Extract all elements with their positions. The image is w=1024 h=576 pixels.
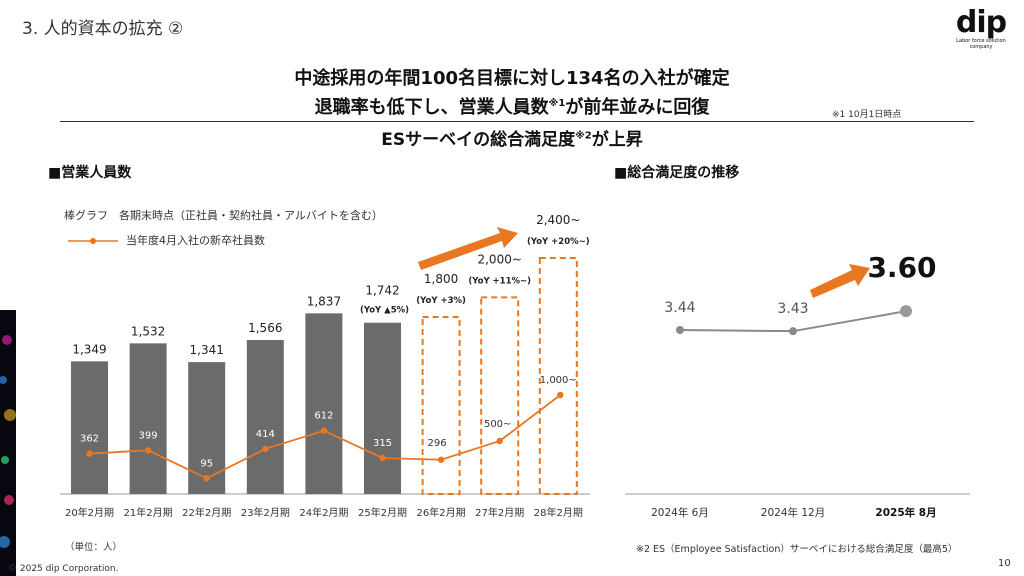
satisfaction-heading: ■総合満足度の推移 (614, 165, 740, 181)
new-grad-label: 296 (428, 438, 447, 449)
new-grad-label: 500~ (484, 419, 511, 430)
bar-value-label: 1,742 (365, 284, 399, 298)
new-grad-point (557, 391, 564, 399)
satisfaction-up-arrow (810, 264, 870, 298)
satisfaction-value-highlight: 3.60 (867, 251, 936, 284)
new-grad-point (203, 475, 210, 482)
logo-text: dip (955, 5, 1007, 40)
sub-headline: ESサーベイの総合満足度※2が上昇 (381, 130, 643, 150)
x-tick-label: 26年2月期 (417, 506, 466, 519)
footnote-1: ※1 10月1日時点 (832, 110, 902, 120)
yoy-label: (YoY +11%~) (468, 276, 531, 286)
bar-projected (538, 257, 578, 495)
bar (129, 343, 167, 494)
yoy-label: (YoY +20%~) (527, 237, 590, 247)
new-grad-label: 399 (139, 430, 158, 441)
bar-value-label: 1,837 (307, 294, 341, 308)
new-grad-label: 1,000~ (540, 375, 577, 386)
headline-line2: 退職率も低下し、営業人員数※1が前年並みに回復 (314, 97, 710, 118)
satisfaction-x-tick: 2025年 8月 (875, 506, 936, 519)
bar-value-label: 1,532 (131, 324, 165, 338)
page-number: 10 (998, 558, 1011, 569)
satisfaction-x-tick: 2024年 12月 (761, 506, 825, 519)
x-tick-label: 27年2月期 (475, 506, 524, 519)
copyright: © 2025 dip Corporation. (8, 564, 119, 574)
bar-value-label: 1,800 (424, 272, 458, 286)
new-grad-label: 362 (80, 434, 99, 445)
bar (305, 313, 343, 494)
company-logo: dip Labor force solution company (946, 5, 1016, 51)
new-grad-point (262, 445, 269, 453)
legend-bar: 棒グラフ 各期末時点（正社員・契約社員・アルバイトを含む） (64, 209, 383, 222)
x-tick-label: 22年2月期 (182, 506, 231, 519)
bar-projected (421, 316, 461, 495)
satisfaction-point (789, 327, 797, 336)
bar-value-label: 1,566 (248, 321, 282, 335)
bar (364, 322, 401, 494)
satisfaction-point (900, 305, 912, 318)
satisfaction-value-label: 3.43 (777, 301, 808, 317)
new-grad-point (437, 456, 445, 463)
headline: 中途採用の年間100名目標に対し134名の入社が確定 退職率も低下し、営業人員数… (0, 66, 1024, 120)
growth-arrow (418, 227, 518, 270)
legend-line-icon (68, 238, 118, 244)
slide-title: 3. 人的資本の拡充 ② (22, 19, 184, 39)
bar (246, 340, 284, 494)
new-grad-point (320, 427, 328, 434)
new-grad-point (86, 450, 93, 457)
bar-value-label: 2,000~ (477, 252, 521, 266)
legend-line: 当年度4月入社の新卒社員数 (68, 232, 265, 248)
satisfaction-value-label: 3.44 (664, 300, 695, 316)
decorative-photo-strip (0, 310, 16, 576)
new-grad-label: 414 (256, 429, 275, 440)
yoy-label: (YoY +3%) (416, 296, 466, 306)
divider (60, 121, 974, 122)
footnote-2: ※2 ES（Employee Satisfaction）サーベイにおける総合満足… (636, 544, 958, 555)
new-grad-point (144, 447, 152, 454)
bar (71, 361, 108, 494)
new-grad-label: 612 (314, 411, 333, 422)
x-tick-label: 24年2月期 (299, 506, 348, 519)
new-grad-label: 315 (373, 438, 392, 449)
satisfaction-point (676, 326, 684, 334)
bar-value-label: 2,400~ (536, 213, 580, 227)
x-tick-label: 25年2月期 (358, 506, 407, 519)
new-grad-label: 95 (200, 458, 213, 469)
new-grad-point (496, 437, 503, 445)
bar-value-label: 1,349 (72, 342, 106, 356)
satisfaction-x-tick: 2024年 6月 (651, 506, 709, 519)
bar-projected (480, 296, 520, 496)
new-grad-point (379, 454, 386, 462)
bar-value-label: 1,341 (190, 343, 224, 357)
sales-headcount-heading: ■営業人員数 (48, 165, 132, 181)
x-tick-label: 28年2月期 (534, 506, 583, 519)
headline-line1: 中途採用の年間100名目標に対し134名の入社が確定 (294, 68, 730, 89)
yoy-label: (YoY ▲5%) (360, 306, 409, 316)
x-tick-label: 20年2月期 (65, 506, 114, 519)
logo-tagline: Labor force solution company (956, 38, 1006, 50)
unit-label: （単位：人） (65, 542, 123, 553)
x-tick-label: 21年2月期 (124, 506, 173, 519)
x-tick-label: 23年2月期 (241, 506, 290, 519)
